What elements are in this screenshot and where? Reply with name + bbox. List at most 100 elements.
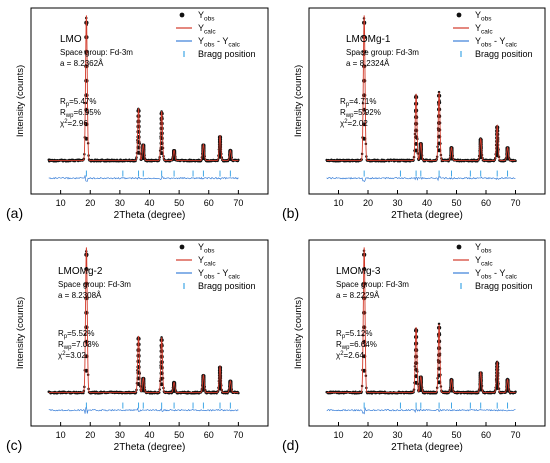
x-tick-label: 40 — [144, 430, 154, 440]
refinement-stat: Rwp=6.95% — [60, 108, 101, 119]
legend-calc-subscript: calc — [204, 261, 216, 268]
legend-observed-label: Yobs — [475, 242, 492, 255]
stat-subscript: p — [346, 102, 350, 108]
calculated-series — [326, 247, 516, 393]
refinement-stat: χ2=2.64 — [336, 351, 364, 360]
legend-diff-subscript: obs — [204, 42, 215, 49]
chart-panel-a: 10 20 30 40 50 60 70 2Theta (degree) Intensity (… — [6, 7, 269, 221]
calculated-series — [48, 247, 239, 393]
legend-diff-minus: - Y — [492, 268, 506, 278]
difference-series — [326, 407, 516, 415]
space-group-label: Space group: Fd-3m — [58, 280, 131, 289]
legend-diff-subscript-2: calc — [228, 42, 240, 49]
legend-observed-marker — [456, 244, 462, 250]
x-tick-label: 20 — [85, 430, 95, 440]
stat-symbol: χ — [58, 351, 63, 360]
x-tick-label: 60 — [204, 198, 214, 208]
y-axis-label: Intensity (counts) — [15, 65, 26, 137]
x-tick-label: 10 — [333, 198, 343, 208]
legend-obs-subscript: obs — [481, 16, 492, 23]
x-tick-label: 30 — [392, 430, 402, 440]
refinement-stat: Rwp=6.64% — [336, 340, 377, 351]
legend-diff-symbol: Y — [475, 36, 481, 46]
legend-calculated-label: Ycalc — [475, 255, 493, 268]
legend-observed-marker — [179, 244, 185, 250]
stat-symbol: χ — [60, 119, 65, 128]
difference-series — [48, 175, 239, 182]
x-tick-label: 20 — [363, 198, 373, 208]
legend-difference-label: Yobs - Ycalc — [198, 268, 241, 281]
stat-value: =2.96 — [68, 119, 89, 128]
lattice-parameter: a = 8.2229Å — [336, 291, 380, 300]
legend-observed-label: Yobs — [475, 10, 492, 23]
legend-diff-minus: - Y — [492, 36, 506, 46]
lattice-parameter: a = 8.2324Å — [346, 59, 390, 68]
stat-symbol: χ — [336, 351, 341, 360]
stat-subscript: wp — [65, 113, 74, 119]
x-tick-label: 50 — [174, 198, 184, 208]
stat-value: =4.71% — [349, 97, 376, 106]
legend-difference-label: Yobs - Ycalc — [475, 36, 518, 49]
stat-subscript: wp — [341, 345, 350, 351]
refinement-stat: χ2=2.02 — [340, 119, 368, 128]
panel-label: (b) — [282, 205, 299, 221]
legend-calc-symbol: Y — [475, 23, 481, 33]
stat-value: =6.64% — [349, 340, 376, 349]
x-tick-label: 70 — [233, 430, 243, 440]
legend-calculated-label: Ycalc — [198, 23, 216, 36]
legend-diff-symbol: Y — [475, 268, 481, 278]
x-tick-label: 70 — [510, 430, 520, 440]
x-tick-label: 20 — [363, 430, 373, 440]
stat-value: =2.02 — [348, 119, 369, 128]
stat-value: =3.02 — [66, 351, 87, 360]
legend-calc-symbol: Y — [475, 255, 481, 265]
x-axis-label: 2Theta (degree) — [391, 210, 463, 221]
x-tick-label: 70 — [510, 198, 520, 208]
legend-diff-minus: - Y — [215, 36, 229, 46]
legend-diff-subscript-2: calc — [505, 274, 517, 281]
y-axis-label: Intensity (counts) — [293, 65, 304, 137]
stat-symbol: R — [340, 97, 346, 106]
legend-calc-symbol: Y — [198, 255, 204, 265]
chart-panel-d: 10 20 30 40 50 60 70 2Theta (degree) Intensity (… — [282, 239, 546, 453]
refinement-stat: Rp=5.47% — [60, 97, 96, 108]
lattice-parameter: a = 8.2308Å — [58, 291, 102, 300]
panel-label: (a) — [6, 205, 23, 221]
x-tick-label: 30 — [392, 198, 402, 208]
difference-series — [48, 406, 239, 414]
chart-panel-c: 10 20 30 40 50 60 70 2Theta (degree) Intensity (… — [6, 239, 269, 453]
stat-subscript: p — [64, 334, 68, 340]
legend-diff-symbol: Y — [198, 36, 204, 46]
stat-subscript: p — [342, 334, 346, 340]
stat-symbol: R — [60, 108, 66, 117]
stat-subscript: wp — [63, 345, 72, 351]
x-tick-label: 50 — [174, 430, 184, 440]
y-axis-label: Intensity (counts) — [15, 297, 26, 369]
sample-name: LMOMg-3 — [336, 266, 381, 277]
stat-symbol: R — [340, 108, 346, 117]
x-tick-label: 20 — [85, 198, 95, 208]
space-group-label: Space group: Fd-3m — [336, 280, 409, 289]
x-tick-label: 40 — [144, 198, 154, 208]
refinement-stat: Rwp=5.92% — [340, 108, 381, 119]
refinement-stat: Rp=5.52% — [58, 329, 94, 340]
x-tick-label: 50 — [451, 430, 461, 440]
legend-diff-subscript-2: calc — [505, 42, 517, 49]
observed-point — [437, 322, 441, 326]
legend-observed-label: Yobs — [198, 10, 215, 23]
calculated-series — [326, 15, 516, 161]
refinement-stat: χ2=3.02 — [58, 351, 86, 360]
legend-difference-label: Yobs - Ycalc — [475, 268, 518, 281]
legend-bragg-label: Bragg position — [198, 281, 256, 291]
legend-obs-subscript: obs — [481, 248, 492, 255]
refinement-stat: Rp=4.71% — [340, 97, 376, 108]
stat-symbol: R — [336, 340, 342, 349]
stat-superscript: 2 — [62, 351, 66, 357]
legend-obs-symbol: Y — [475, 242, 481, 252]
stat-superscript: 2 — [340, 351, 344, 357]
legend-diff-symbol: Y — [198, 268, 204, 278]
legend-diff-subscript-2: calc — [228, 274, 240, 281]
stat-symbol: R — [336, 329, 342, 338]
panel-label: (d) — [282, 437, 299, 453]
legend-obs-subscript: obs — [204, 248, 215, 255]
